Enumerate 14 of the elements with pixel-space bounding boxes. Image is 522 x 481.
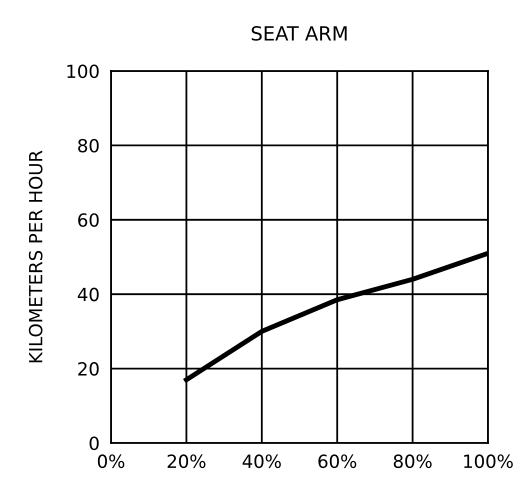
y-tick-label: 60 xyxy=(78,213,99,227)
x-tick-label: 80% xyxy=(394,454,432,468)
y-tick-label: 40 xyxy=(78,288,99,302)
x-tick-label: 60% xyxy=(318,454,356,468)
x-tick-label: 0% xyxy=(98,454,124,468)
y-tick-label: 0 xyxy=(90,436,99,450)
x-tick-label: 20% xyxy=(168,454,206,468)
x-tick-label: 100% xyxy=(464,454,513,468)
y-tick-label: 80 xyxy=(78,138,99,153)
y-tick-label: 100 xyxy=(67,64,99,78)
y-axis-title: KILOMETERS PER HOUR xyxy=(28,150,42,362)
x-tick-label: 40% xyxy=(242,454,281,468)
chart-title: SEAT ARM xyxy=(252,26,347,41)
y-tick-label: 20 xyxy=(78,362,99,376)
